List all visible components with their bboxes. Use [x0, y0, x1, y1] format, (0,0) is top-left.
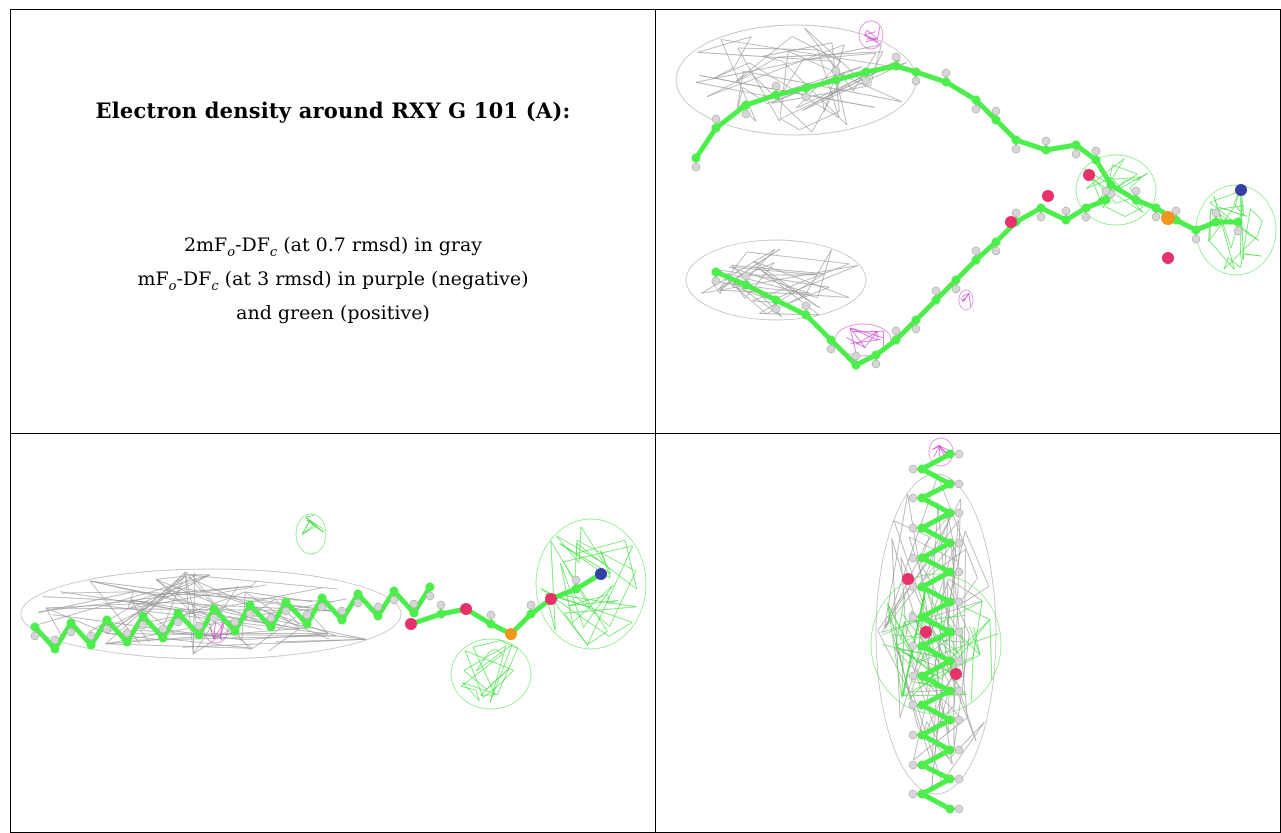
table-border-top — [10, 9, 1281, 10]
molecule-curved-view — [675, 20, 1277, 370]
molecule-end-view — [870, 437, 1002, 814]
table-border-center — [655, 9, 656, 833]
legend-line-fofc: mFo-DFc (at 3 rmsd) in purple (negative) — [137, 267, 529, 294]
legend-line-positive: and green (positive) — [236, 301, 430, 324]
green-mesh-end — [870, 573, 1002, 715]
oxygen-atom — [950, 668, 962, 680]
table-border-left — [10, 9, 11, 833]
oxygen-atom — [1162, 252, 1174, 264]
oxygen-atom — [920, 626, 932, 638]
oxygen-atom — [1083, 169, 1095, 181]
headgroup-side — [405, 568, 607, 640]
oxygen-atom — [902, 573, 914, 585]
view-end-cell — [656, 434, 1280, 832]
description-cell: Electron density around RXY G 101 (A): 2… — [11, 10, 655, 433]
map-legend: 2mFo-DFc (at 0.7 rmsd) in gray mFo-DFc (… — [11, 232, 655, 327]
phosphorus-atom — [1161, 211, 1175, 225]
table-border-middle — [10, 433, 1281, 434]
green-mesh-small — [295, 513, 327, 555]
green-mesh-glycerol — [450, 638, 532, 710]
chain-lower — [711, 186, 1111, 370]
view-curved-cell — [656, 10, 1280, 433]
oxygen-atom — [1042, 190, 1054, 202]
purple-mesh-top — [858, 20, 884, 50]
purple-mesh-lower — [834, 323, 892, 357]
nitrogen-atom — [1235, 184, 1247, 196]
chain-end — [908, 449, 964, 814]
legend-line-2fofc: 2mFo-DFc (at 0.7 rmsd) in gray — [183, 234, 483, 260]
figure-title: Electron density around RXY G 101 (A): — [95, 98, 571, 123]
purple-mesh-small — [958, 289, 974, 311]
chain-upper — [691, 52, 1243, 244]
green-mesh-headgroup — [535, 518, 647, 650]
chain-side — [30, 582, 435, 654]
oxygen-atom — [1005, 216, 1017, 228]
view-side-cell — [11, 434, 655, 832]
molecule-side-view — [20, 513, 647, 710]
